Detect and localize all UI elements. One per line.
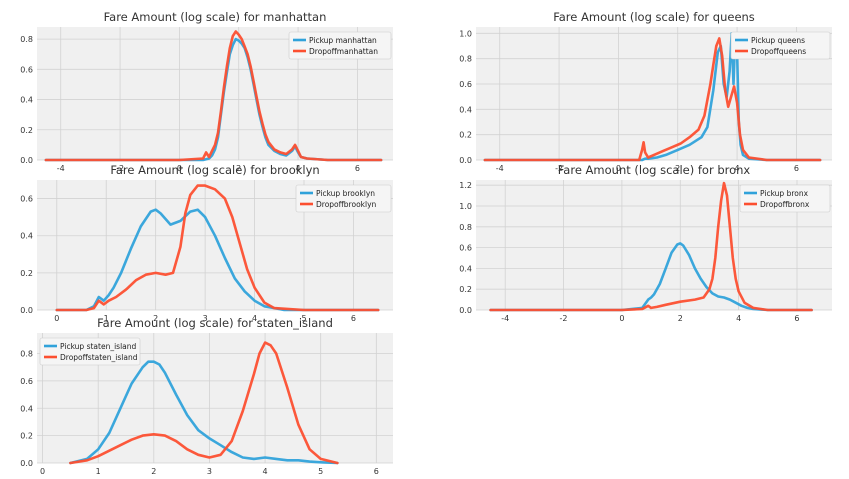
panel-queens: -4 -2 0 2 4 6 0.0 0.2 0.4 0.6 0.8 1.0 Fare Amount (l… bbox=[459, 10, 832, 173]
y-tick-label: 0.0 bbox=[20, 459, 33, 468]
x-tick-label: 5 bbox=[318, 467, 323, 476]
y-tick-label: 0.8 bbox=[459, 55, 472, 64]
x-tick-label: 0 bbox=[40, 467, 45, 476]
x-tick-label: -4 bbox=[496, 164, 504, 173]
series-line-dropoff bbox=[55, 184, 380, 312]
x-tick-label: 4 bbox=[735, 164, 740, 173]
series-line-dropoff bbox=[489, 181, 813, 312]
x-tick-label: 4 bbox=[736, 314, 741, 323]
y-tick-label: 0.4 bbox=[459, 105, 472, 114]
legend-label: Dropoffqueens bbox=[751, 47, 806, 56]
legend-label: Dropoffbrooklyn bbox=[316, 200, 377, 209]
legend: Pickup bronx Dropoffbronx bbox=[739, 184, 831, 213]
y-tick-label: 0.8 bbox=[20, 350, 33, 359]
y-tick-label: 0.4 bbox=[20, 232, 33, 241]
y-tick-label: 1.0 bbox=[459, 202, 472, 211]
x-tick-label: 6 bbox=[351, 314, 356, 323]
x-tick-label: -4 bbox=[501, 314, 509, 323]
y-tick-label: 0.0 bbox=[20, 156, 33, 165]
x-tick-label: -4 bbox=[57, 164, 65, 173]
x-tick-label: 6 bbox=[794, 164, 799, 173]
legend-label: Pickup queens bbox=[751, 36, 805, 45]
legend-box bbox=[730, 31, 831, 60]
x-tick-label: 6 bbox=[355, 164, 360, 173]
legend-label: Pickup brooklyn bbox=[316, 189, 375, 198]
x-tick-label: 6 bbox=[374, 467, 379, 476]
y-tick-label: 0.0 bbox=[459, 306, 472, 315]
y-tick-label: 0.6 bbox=[20, 195, 33, 204]
x-tick-label: 0 bbox=[619, 314, 624, 323]
y-tick-label: 0.6 bbox=[459, 80, 472, 89]
legend-label: Pickup bronx bbox=[760, 189, 809, 198]
x-tick-label: 2 bbox=[675, 164, 680, 173]
x-tick-label: 0 bbox=[616, 164, 621, 173]
y-tick-label: 0.2 bbox=[20, 126, 33, 135]
x-tick-label: 3 bbox=[203, 314, 208, 323]
x-tick-label: 2 bbox=[151, 467, 156, 476]
x-tick-label: 3 bbox=[207, 467, 212, 476]
series-line-pickup bbox=[69, 360, 339, 465]
legend: Pickup brooklyn Dropoffbrooklyn bbox=[295, 184, 392, 213]
legend-box bbox=[295, 184, 392, 213]
x-tick-label: 1 bbox=[104, 314, 109, 323]
panel-title: Fare Amount (log scale) for bronx bbox=[558, 163, 751, 177]
x-tick-label: 2 bbox=[678, 314, 683, 323]
x-tick-label: 4 bbox=[252, 314, 257, 323]
x-tick-label: 6 bbox=[794, 314, 799, 323]
x-tick-label: -2 bbox=[560, 314, 568, 323]
y-tick-label: 0.8 bbox=[20, 35, 33, 44]
x-tick-label: 1 bbox=[96, 467, 101, 476]
legend: Pickup queens Dropoffqueens bbox=[730, 31, 831, 60]
y-tick-label: 0.4 bbox=[20, 404, 33, 413]
series-line-dropoff bbox=[483, 37, 822, 162]
y-tick-label: 0.2 bbox=[459, 131, 472, 140]
legend-label: Dropoffmanhattan bbox=[309, 47, 378, 56]
x-tick-label: 2 bbox=[236, 164, 241, 173]
y-tick-label: 0.2 bbox=[459, 285, 472, 294]
y-tick-label: 0.8 bbox=[459, 223, 472, 232]
panel-title: Fare Amount (log scale) for staten_islan… bbox=[97, 316, 333, 330]
panel-manhattan: -4 -2 0 2 4 6 0.0 0.2 0.4 0.6 0.8 Fare Amount (log … bbox=[20, 10, 393, 173]
x-tick-label: 2 bbox=[153, 314, 158, 323]
x-tick-label: 5 bbox=[301, 314, 306, 323]
x-tick-label: 4 bbox=[263, 467, 268, 476]
legend-label: Pickup manhattan bbox=[309, 36, 377, 45]
y-tick-label: 0.4 bbox=[459, 264, 472, 273]
y-tick-label: 0.0 bbox=[20, 306, 33, 315]
panel-title: Fare Amount (log scale) for queens bbox=[553, 10, 755, 24]
panel-staten-island: 0 1 2 3 4 5 6 0.0 0.2 0.4 0.6 0.8 Fare Amount (log s… bbox=[20, 316, 393, 476]
legend-label: Dropoffbronx bbox=[760, 200, 810, 209]
y-tick-label: 0.6 bbox=[20, 65, 33, 74]
y-tick-label: 0.0 bbox=[459, 156, 472, 165]
legend-box bbox=[739, 184, 831, 213]
x-tick-label: 0 bbox=[177, 164, 182, 173]
y-tick-label: 0.6 bbox=[459, 244, 472, 253]
x-tick-label: -2 bbox=[116, 164, 124, 173]
series-line-pickup bbox=[55, 208, 380, 312]
y-tick-label: 0.2 bbox=[20, 432, 33, 441]
y-tick-label: 0.2 bbox=[20, 269, 33, 278]
legend-label: Pickup staten_island bbox=[60, 342, 137, 351]
legend-box bbox=[288, 31, 392, 60]
series-line-dropoff bbox=[44, 30, 383, 162]
x-tick-label: 0 bbox=[54, 314, 59, 323]
panel-title: Fare Amount (log scale) for manhattan bbox=[104, 10, 327, 24]
y-tick-label: 0.4 bbox=[20, 96, 33, 105]
x-tick-label: 4 bbox=[296, 164, 301, 173]
y-tick-label: 0.6 bbox=[20, 377, 33, 386]
series-line-pickup bbox=[489, 242, 813, 312]
x-tick-label: -2 bbox=[555, 164, 563, 173]
panel-bronx: -4 -2 0 2 4 6 0.0 0.2 0.4 0.6 0.8 1.0 1.2 Fare Amount… bbox=[459, 163, 832, 323]
panel-title: Fare Amount (log scale) for brooklyn bbox=[110, 163, 319, 177]
y-tick-label: 1.2 bbox=[459, 181, 472, 190]
legend-box bbox=[39, 337, 141, 366]
panel-brooklyn: 0 1 2 3 4 5 6 0.0 0.2 0.4 0.6 Fare Amount (log scal… bbox=[20, 163, 393, 323]
y-tick-label: 1.0 bbox=[459, 29, 472, 38]
series-line-dropoff bbox=[69, 341, 339, 465]
legend-label: Dropoffstaten_island bbox=[60, 353, 138, 362]
legend: Pickup staten_island Dropoffstaten_island bbox=[39, 337, 141, 366]
legend: Pickup manhattan Dropoffmanhattan bbox=[288, 31, 392, 60]
